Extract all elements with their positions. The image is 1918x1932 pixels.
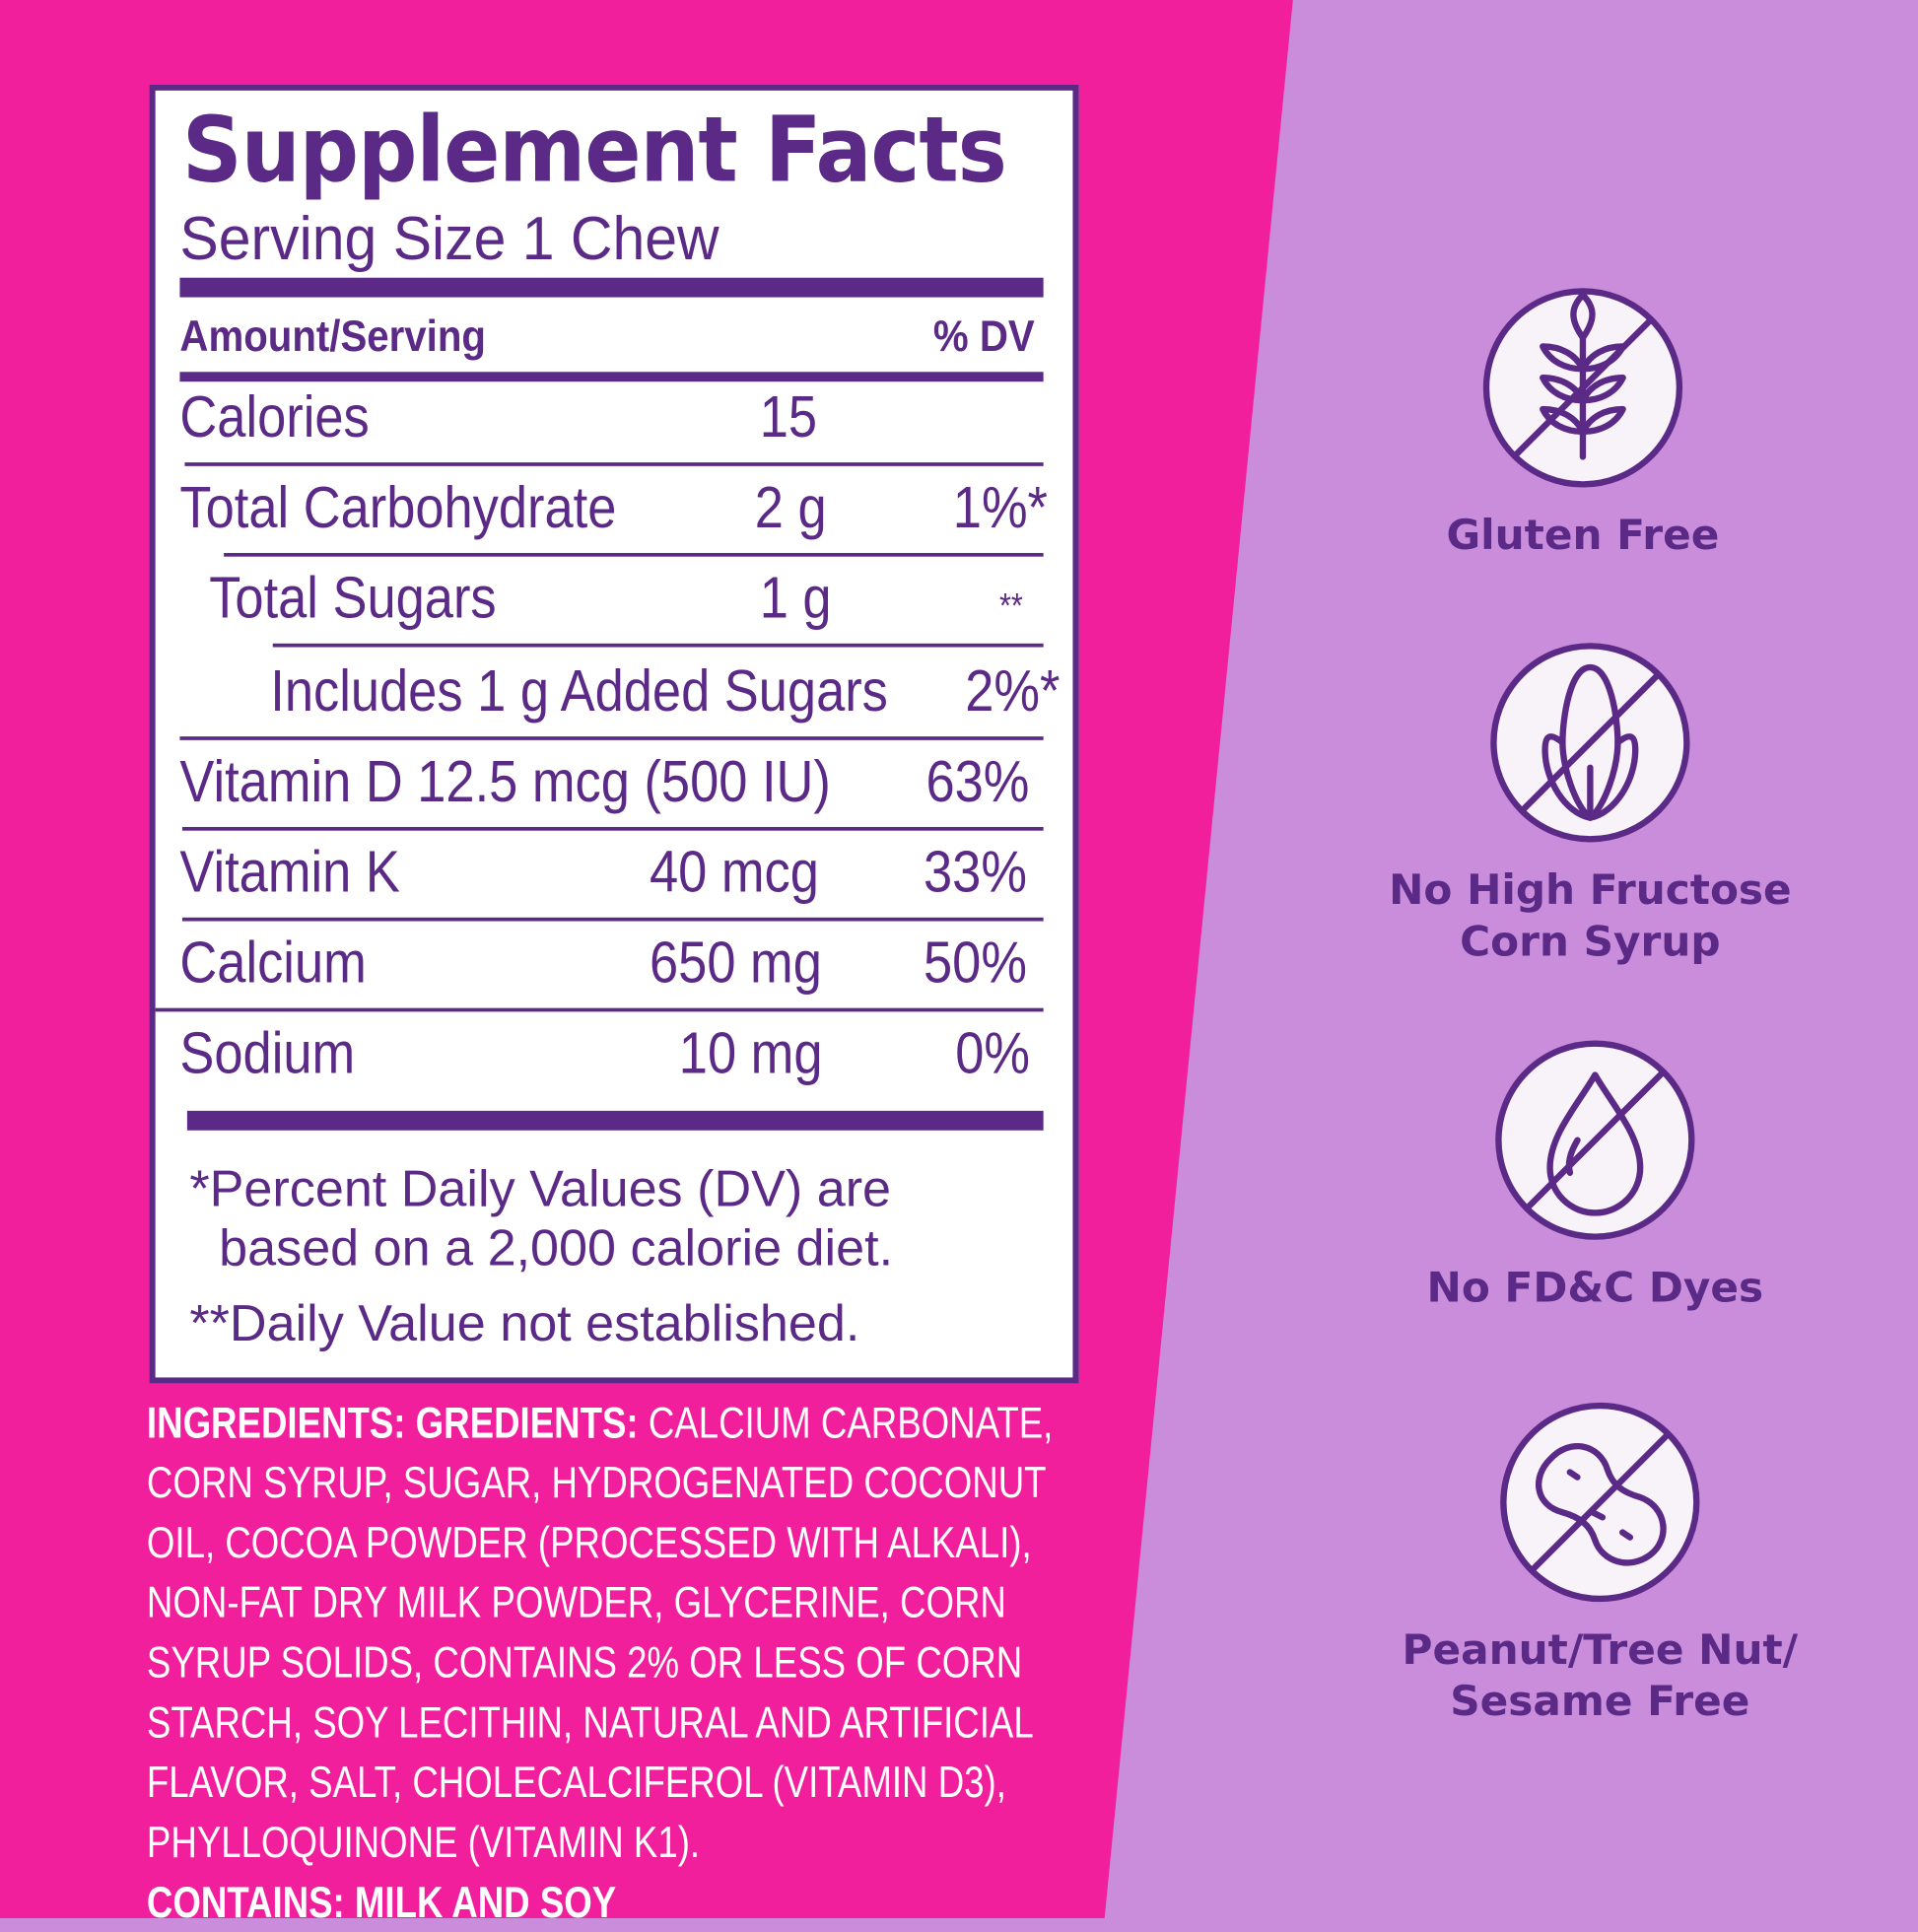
nutrient-amount: 40 mcg bbox=[650, 840, 819, 906]
row-divider bbox=[179, 736, 1044, 740]
peanut-crossed-icon bbox=[1500, 1402, 1700, 1603]
badge-label: Peanut/Tree Nut/ bbox=[1402, 1625, 1799, 1676]
badge-corn: No High Fructose Corn Syrup bbox=[1334, 643, 1847, 968]
nutrient-dv: 0% bbox=[955, 1021, 1031, 1087]
facts-title: Supplement Facts bbox=[181, 98, 1007, 204]
nutrient-name: Calcium bbox=[179, 931, 367, 997]
badge-label: No FD&C Dyes bbox=[1426, 1264, 1764, 1313]
nutrient-name: Sodium bbox=[179, 1021, 356, 1087]
nutrient-name: Calories bbox=[179, 384, 370, 450]
ingredients-label: INGREDIENTS: GREDIENTS: bbox=[146, 1397, 639, 1448]
allergen-statement: CONTAINS: MILK AND SOY bbox=[146, 1876, 617, 1927]
badge-label-2: Corn Syrup bbox=[1460, 917, 1721, 967]
divider-thick bbox=[179, 277, 1044, 298]
nutrient-amount: 1 g bbox=[759, 566, 832, 632]
ingredients-list: CALCIUM CARBONATE, CORN SYRUP, SUGAR, HY… bbox=[146, 1397, 1054, 1867]
drop-crossed-icon bbox=[1495, 1040, 1695, 1240]
nutrient-name: Includes 1 g Added Sugars bbox=[270, 658, 888, 724]
nutrient-amount: 15 bbox=[759, 384, 818, 450]
divider-thick-bottom bbox=[186, 1110, 1044, 1131]
nutrient-dv: ** bbox=[998, 586, 1023, 626]
badge-wheat: Gluten Free bbox=[1326, 288, 1839, 562]
header-dv: % DV bbox=[932, 310, 1035, 362]
row-divider bbox=[181, 826, 1044, 831]
row-divider bbox=[272, 643, 1044, 648]
footnote-not-established: **Daily Value not established. bbox=[189, 1294, 860, 1352]
nutrient-amount: 2 g bbox=[754, 475, 827, 541]
nutrient-dv: 1%* bbox=[952, 475, 1048, 541]
supplement-facts-panel: Supplement Facts Serving Size 1 Chew Amo… bbox=[149, 84, 1079, 1384]
footnote-dv-2: based on a 2,000 calorie diet. bbox=[219, 1218, 894, 1276]
row-divider bbox=[155, 1007, 1044, 1012]
nutrient-amount: 650 mg bbox=[650, 931, 822, 997]
nutrient-name: Total Carbohydrate bbox=[179, 475, 617, 541]
nutrient-amount: 10 mg bbox=[678, 1021, 823, 1087]
nutrient-name: Total Sugars bbox=[209, 566, 497, 632]
badge-label: No High Fructose bbox=[1389, 865, 1792, 916]
serving-size: Serving Size 1 Chew bbox=[179, 204, 719, 273]
nutrient-name: Vitamin K bbox=[179, 840, 400, 906]
badge-label: Gluten Free bbox=[1446, 511, 1720, 561]
footnote-dv: *Percent Daily Values (DV) are bbox=[189, 1159, 892, 1217]
row-divider bbox=[184, 462, 1044, 466]
nutrient-dv: 50% bbox=[924, 931, 1027, 997]
wheat-crossed-icon bbox=[1482, 288, 1683, 488]
nutrient-dv: 33% bbox=[924, 840, 1027, 906]
badge-label-2: Sesame Free bbox=[1450, 1677, 1750, 1727]
badge-peanut: Peanut/Tree Nut/Sesame Free bbox=[1343, 1402, 1857, 1727]
nutrient-dv: 2%* bbox=[965, 658, 1061, 724]
row-divider bbox=[224, 552, 1044, 557]
divider-medium bbox=[179, 372, 1044, 382]
header-amount: Amount/Serving bbox=[179, 310, 486, 362]
corn-crossed-icon bbox=[1490, 643, 1690, 843]
ingredients-text: INGREDIENTS: GREDIENTS: CALCIUM CARBONAT… bbox=[147, 1392, 1079, 1931]
nutrient-name: Vitamin D 12.5 mcg (500 IU) bbox=[179, 749, 831, 815]
row-divider bbox=[181, 917, 1044, 922]
nutrient-dv: 63% bbox=[925, 749, 1030, 815]
badge-drop: No FD&C Dyes bbox=[1338, 1040, 1852, 1314]
